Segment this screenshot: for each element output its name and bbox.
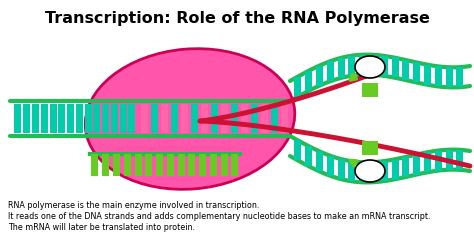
FancyBboxPatch shape	[201, 104, 209, 133]
FancyBboxPatch shape	[272, 104, 279, 133]
FancyBboxPatch shape	[167, 154, 174, 176]
FancyBboxPatch shape	[252, 104, 258, 133]
FancyBboxPatch shape	[152, 104, 158, 133]
FancyBboxPatch shape	[128, 104, 136, 133]
Text: The mRNA will later be translated into protein.: The mRNA will later be translated into p…	[8, 223, 195, 232]
FancyBboxPatch shape	[337, 58, 345, 78]
FancyBboxPatch shape	[381, 161, 388, 181]
Text: It reads one of the DNA strands and adds complementary nucleotide bases to make : It reads one of the DNA strands and adds…	[8, 212, 430, 221]
FancyBboxPatch shape	[172, 104, 179, 133]
FancyBboxPatch shape	[282, 104, 289, 133]
FancyBboxPatch shape	[402, 157, 410, 177]
FancyBboxPatch shape	[456, 150, 464, 170]
Text: RNA polymerase is the main enzyme involved in transcription.: RNA polymerase is the main enzyme involv…	[8, 201, 259, 210]
FancyBboxPatch shape	[15, 104, 21, 133]
FancyBboxPatch shape	[348, 56, 356, 76]
FancyBboxPatch shape	[135, 154, 142, 176]
FancyBboxPatch shape	[93, 104, 100, 133]
FancyBboxPatch shape	[231, 104, 238, 133]
FancyBboxPatch shape	[294, 140, 301, 160]
FancyBboxPatch shape	[23, 104, 30, 133]
FancyBboxPatch shape	[446, 150, 453, 170]
FancyBboxPatch shape	[221, 104, 228, 133]
FancyBboxPatch shape	[305, 146, 312, 166]
FancyBboxPatch shape	[337, 159, 345, 179]
FancyBboxPatch shape	[359, 162, 366, 182]
FancyBboxPatch shape	[221, 154, 228, 176]
FancyBboxPatch shape	[102, 104, 109, 133]
FancyBboxPatch shape	[120, 104, 127, 133]
FancyBboxPatch shape	[424, 152, 431, 173]
FancyBboxPatch shape	[424, 65, 431, 85]
FancyBboxPatch shape	[316, 66, 323, 86]
FancyBboxPatch shape	[85, 104, 91, 133]
FancyBboxPatch shape	[156, 154, 163, 176]
FancyBboxPatch shape	[362, 141, 378, 155]
FancyBboxPatch shape	[413, 155, 420, 175]
FancyBboxPatch shape	[67, 104, 74, 133]
FancyBboxPatch shape	[241, 104, 248, 133]
Ellipse shape	[85, 49, 295, 189]
FancyBboxPatch shape	[435, 151, 442, 171]
FancyBboxPatch shape	[199, 154, 206, 176]
FancyBboxPatch shape	[316, 151, 323, 171]
FancyBboxPatch shape	[111, 104, 118, 133]
FancyBboxPatch shape	[211, 104, 219, 133]
FancyBboxPatch shape	[32, 104, 39, 133]
FancyBboxPatch shape	[381, 56, 388, 76]
FancyBboxPatch shape	[113, 154, 120, 176]
FancyBboxPatch shape	[178, 154, 185, 176]
FancyBboxPatch shape	[124, 154, 131, 176]
FancyBboxPatch shape	[327, 156, 334, 176]
FancyBboxPatch shape	[392, 58, 399, 77]
FancyBboxPatch shape	[191, 104, 199, 133]
FancyBboxPatch shape	[76, 104, 83, 133]
FancyBboxPatch shape	[446, 67, 453, 87]
FancyBboxPatch shape	[370, 162, 377, 182]
FancyBboxPatch shape	[162, 104, 168, 133]
FancyBboxPatch shape	[327, 61, 334, 81]
Ellipse shape	[355, 160, 385, 182]
FancyBboxPatch shape	[41, 104, 48, 133]
FancyBboxPatch shape	[392, 159, 399, 179]
Ellipse shape	[355, 56, 385, 78]
FancyBboxPatch shape	[413, 62, 420, 82]
FancyBboxPatch shape	[348, 161, 356, 181]
FancyBboxPatch shape	[50, 104, 56, 133]
FancyBboxPatch shape	[142, 104, 148, 133]
FancyBboxPatch shape	[359, 55, 366, 75]
FancyBboxPatch shape	[231, 154, 238, 176]
FancyBboxPatch shape	[189, 154, 195, 176]
FancyBboxPatch shape	[370, 55, 377, 75]
FancyBboxPatch shape	[402, 60, 410, 80]
FancyBboxPatch shape	[91, 154, 99, 176]
FancyBboxPatch shape	[262, 104, 268, 133]
FancyBboxPatch shape	[362, 83, 378, 97]
FancyBboxPatch shape	[210, 154, 217, 176]
FancyBboxPatch shape	[305, 71, 312, 91]
FancyBboxPatch shape	[146, 154, 152, 176]
FancyBboxPatch shape	[58, 104, 65, 133]
FancyBboxPatch shape	[456, 67, 464, 87]
FancyBboxPatch shape	[435, 66, 442, 86]
FancyBboxPatch shape	[182, 104, 189, 133]
FancyBboxPatch shape	[294, 77, 301, 97]
FancyBboxPatch shape	[102, 154, 109, 176]
Text: Transcription: Role of the RNA Polymerase: Transcription: Role of the RNA Polymeras…	[45, 11, 429, 26]
